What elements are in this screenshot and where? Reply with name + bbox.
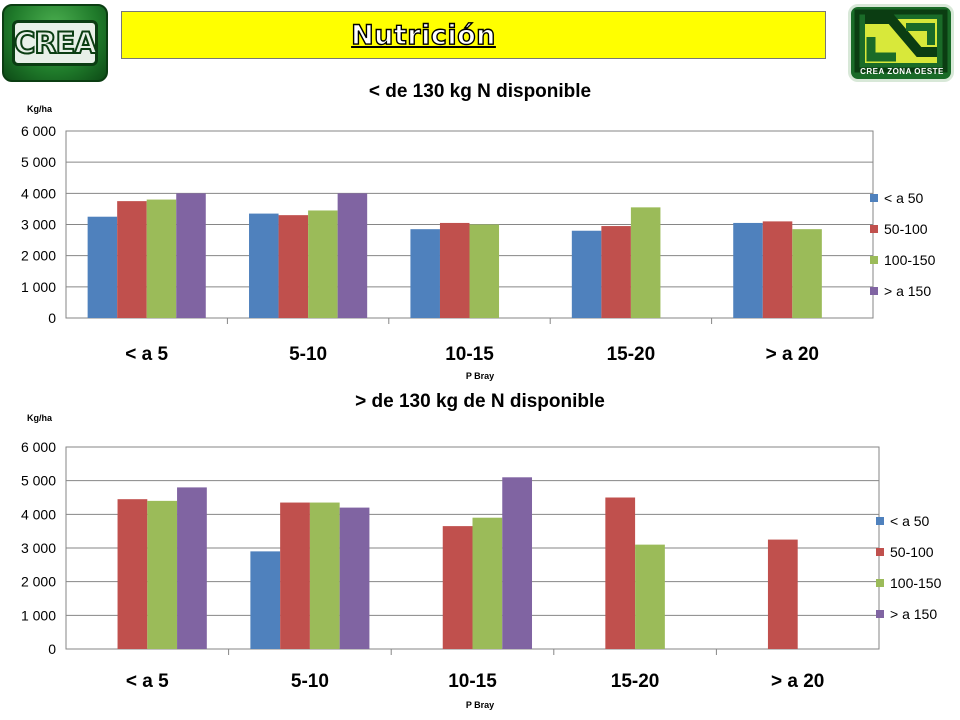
crea-logo-plate: CREA bbox=[12, 20, 98, 66]
bar bbox=[250, 551, 281, 649]
bar bbox=[442, 526, 473, 649]
y-tick-label: 2 000 bbox=[21, 248, 56, 264]
y-tick-label: 2 000 bbox=[21, 574, 56, 590]
legend-label: < a 50 bbox=[884, 190, 924, 206]
x-category-label: 10-15 bbox=[445, 344, 494, 365]
legend-label: < a 50 bbox=[890, 513, 930, 529]
bar bbox=[308, 210, 338, 318]
legend-label: 50-100 bbox=[890, 544, 934, 560]
bar bbox=[630, 207, 661, 318]
legend-swatch bbox=[870, 287, 878, 295]
bar bbox=[410, 229, 440, 318]
y-tick-label: 4 000 bbox=[21, 506, 56, 522]
zona-oeste-label: CREA ZONA OESTE bbox=[860, 67, 944, 76]
bar bbox=[87, 216, 118, 318]
bar bbox=[339, 507, 370, 649]
bar bbox=[601, 226, 631, 318]
bar bbox=[176, 193, 206, 318]
crea-logo: CREA bbox=[2, 4, 108, 82]
bar bbox=[767, 539, 798, 649]
y-axis-label: Kg/ha bbox=[27, 104, 53, 114]
y-tick-label: 3 000 bbox=[21, 217, 56, 233]
chart-title: < de 130 kg N disponible bbox=[369, 81, 591, 102]
y-tick-label: 6 000 bbox=[21, 439, 56, 455]
legend-swatch bbox=[870, 194, 878, 202]
x-category-label: 15-20 bbox=[607, 344, 656, 365]
bar bbox=[278, 215, 309, 318]
bar bbox=[792, 229, 822, 318]
legend-swatch bbox=[876, 579, 884, 587]
x-category-label: 15-20 bbox=[611, 671, 660, 692]
legend-swatch bbox=[870, 225, 878, 233]
y-tick-label: 1 000 bbox=[21, 279, 56, 295]
x-category-label: < a 5 bbox=[125, 344, 168, 365]
y-tick-label: 3 000 bbox=[21, 540, 56, 556]
y-tick-label: 4 000 bbox=[21, 185, 56, 201]
chart-low-n: < de 130 kg N disponible Kg/ha 0 1 000 2 000… bbox=[21, 81, 936, 381]
y-tick-label: 5 000 bbox=[21, 154, 56, 170]
bar bbox=[337, 193, 368, 318]
bar bbox=[605, 497, 636, 649]
page-title: Nutrición bbox=[350, 19, 496, 51]
x-category-label: > a 20 bbox=[771, 671, 824, 692]
bar bbox=[635, 544, 665, 649]
y-tick-label: 5 000 bbox=[21, 473, 56, 489]
x-category-label: 10-15 bbox=[448, 671, 497, 692]
legend-label: 100-150 bbox=[890, 575, 942, 591]
title-bar: Nutrición bbox=[121, 11, 826, 59]
y-tick-label: 0 bbox=[48, 310, 56, 326]
y-tick-label: 0 bbox=[48, 641, 56, 657]
bar bbox=[280, 502, 310, 649]
bar bbox=[146, 199, 177, 318]
legend-label: > a 150 bbox=[890, 606, 937, 622]
bar bbox=[472, 517, 503, 649]
bar bbox=[249, 213, 279, 318]
legend-label: 50-100 bbox=[884, 221, 928, 237]
bar bbox=[177, 487, 207, 649]
chart-title: > de 130 kg de N disponible bbox=[355, 391, 605, 412]
y-axis-label: Kg/ha bbox=[27, 413, 53, 423]
legend-swatch bbox=[870, 256, 878, 264]
legend-swatch bbox=[876, 548, 884, 556]
legend-label: 100-150 bbox=[884, 252, 936, 268]
bar bbox=[309, 502, 340, 649]
bar bbox=[733, 222, 763, 318]
bar bbox=[502, 477, 533, 649]
x-category-label: > a 20 bbox=[766, 344, 819, 365]
bar bbox=[469, 224, 500, 318]
bar bbox=[117, 499, 148, 649]
crea-zona-oeste-logo: CREA ZONA OESTE bbox=[848, 4, 954, 82]
legend-label: > a 150 bbox=[884, 283, 931, 299]
bar bbox=[762, 221, 793, 318]
bar bbox=[439, 222, 470, 318]
legend-swatch bbox=[876, 610, 884, 618]
crea-logo-text: CREA bbox=[13, 25, 98, 61]
bar bbox=[571, 230, 602, 318]
y-tick-label: 1 000 bbox=[21, 607, 56, 623]
bar bbox=[117, 201, 147, 318]
x-category-label: 5-10 bbox=[291, 671, 329, 692]
chart-high-n: > de 130 kg de N disponible Kg/ha 0 1 000 2 … bbox=[21, 391, 942, 710]
bar bbox=[147, 500, 178, 649]
legend-swatch bbox=[876, 517, 884, 525]
x-axis-label: P Bray bbox=[466, 371, 494, 381]
x-category-label: 5-10 bbox=[289, 344, 327, 365]
x-axis-label: P Bray bbox=[466, 700, 494, 710]
x-category-label: < a 5 bbox=[126, 671, 169, 692]
y-tick-label: 6 000 bbox=[21, 123, 56, 139]
zona-oeste-emblem-icon bbox=[854, 9, 948, 73]
